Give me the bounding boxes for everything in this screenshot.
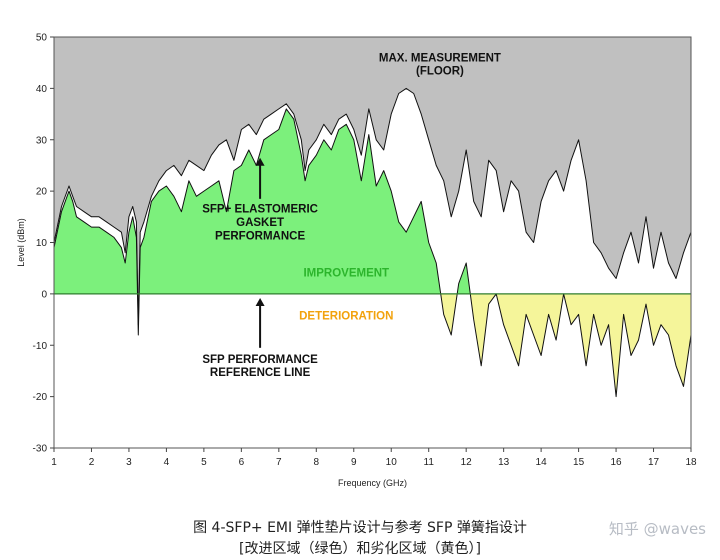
x-tick-label: 7 bbox=[276, 457, 282, 468]
annotation-label: PERFORMANCE bbox=[215, 230, 305, 242]
y-tick-label: 20 bbox=[36, 187, 48, 198]
reference-arrow-head bbox=[255, 297, 265, 306]
x-tick-label: 15 bbox=[573, 457, 585, 468]
x-tick-label: 18 bbox=[685, 457, 697, 468]
gasket-arrow-head bbox=[255, 157, 265, 166]
x-tick-label: 17 bbox=[648, 457, 660, 468]
annotation-label: DETERIORATION bbox=[299, 311, 393, 323]
y-tick-label: 30 bbox=[36, 135, 48, 146]
y-tick-label: 50 bbox=[36, 33, 48, 44]
x-tick-label: 16 bbox=[610, 457, 622, 468]
deterioration-area bbox=[54, 293, 691, 397]
x-tick-label: 3 bbox=[126, 457, 132, 468]
x-tick-label: 2 bbox=[89, 457, 95, 468]
gasket-performance-line bbox=[54, 108, 691, 398]
x-tick-label: 8 bbox=[314, 457, 320, 468]
x-tick-label: 12 bbox=[461, 457, 473, 468]
plot-area bbox=[54, 37, 691, 448]
annotations: MAX. MEASUREMENT(FLOOR) SFP+ ELASTOMERICG… bbox=[202, 53, 501, 379]
x-tick-label: 13 bbox=[498, 457, 510, 468]
y-tick-label: -20 bbox=[33, 392, 48, 403]
figure-caption-line-2: [改进区域（绿色）和劣化区域（黄色）] bbox=[239, 541, 481, 557]
x-tick-label: 4 bbox=[164, 457, 170, 468]
y-tick-label: 0 bbox=[41, 289, 47, 300]
x-tick-label: 10 bbox=[386, 457, 398, 468]
annotation-label: GASKET bbox=[236, 217, 284, 229]
improvement-area bbox=[54, 108, 691, 294]
x-tick-label: 5 bbox=[201, 457, 207, 468]
annotation-label: IMPROVEMENT bbox=[303, 267, 389, 279]
x-tick-label: 14 bbox=[536, 457, 548, 468]
x-tick-label: 1 bbox=[51, 457, 57, 468]
annotation-label: (FLOOR) bbox=[416, 66, 464, 78]
annotation-label: SFP PERFORMANCE bbox=[202, 354, 318, 366]
x-tick-label: 6 bbox=[239, 457, 245, 468]
x-tick-label: 9 bbox=[351, 457, 357, 468]
x-axis-title: Frequency (GHz) bbox=[338, 478, 407, 488]
watermark: 知乎 @waves bbox=[608, 520, 706, 538]
y-tick-label: -10 bbox=[33, 341, 48, 352]
y-axis-title: Level (dBm) bbox=[16, 218, 26, 267]
y-tick-label: -30 bbox=[33, 444, 48, 455]
annotation-label: REFERENCE LINE bbox=[210, 367, 311, 379]
x-tick-label: 11 bbox=[424, 457, 435, 468]
y-tick-label: 40 bbox=[36, 84, 48, 95]
y-tick-label: 10 bbox=[36, 238, 48, 249]
figure-caption-line-1: 图 4-SFP+ EMI 弹性垫片设计与参考 SFP 弹簧指设计 bbox=[193, 520, 527, 536]
ceiling-area bbox=[54, 37, 691, 325]
annotation-label: SFP+ ELASTOMERIC bbox=[202, 204, 318, 216]
annotation-label: MAX. MEASUREMENT bbox=[379, 53, 501, 65]
axes: 1 2 3 4 5 6 7 8 9 10 11 12 13 14 15 16 17 1850403020100-1… bbox=[16, 33, 697, 489]
